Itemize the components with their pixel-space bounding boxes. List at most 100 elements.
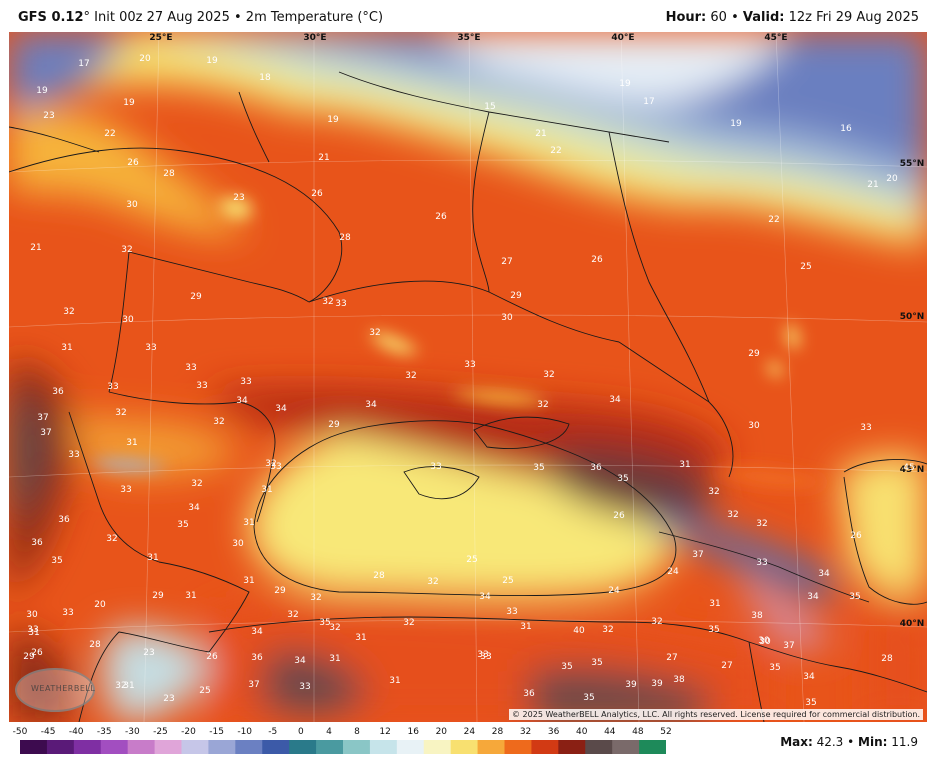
temperature-value: 34 <box>251 627 263 637</box>
temperature-value: 35 <box>319 618 330 628</box>
temperature-value: 25 <box>800 262 811 272</box>
temperature-value: 31 <box>329 654 340 664</box>
temperature-value: 33 <box>477 650 488 660</box>
colorbar-labels: -50 -45 -40 -35 -30 -25 -20 -15 -10 -5 0 4 8 12 16 20 24… <box>13 727 672 739</box>
temperature-value: 33 <box>860 423 871 433</box>
colorbar-tick-label: 16 <box>407 727 419 737</box>
temperature-value: 29 <box>152 591 164 601</box>
temperature-value: 32 <box>115 408 126 418</box>
longitude-label: 40°E <box>611 33 634 43</box>
temperature-value: 32 <box>287 610 298 620</box>
colorbar-swatch <box>531 740 559 754</box>
temperature-value: 28 <box>881 654 893 664</box>
temperature-value: 32 <box>602 625 613 635</box>
colorbar-swatch <box>316 740 344 754</box>
colorbar-tick-label: -40 <box>68 727 84 737</box>
temperature-value: 33 <box>120 485 131 495</box>
temperature-value: 29 <box>748 349 760 359</box>
colorbar-tick-label: 0 <box>297 727 304 737</box>
temperature-value: 32 <box>322 297 333 307</box>
latitude-label: 45°N <box>900 465 925 475</box>
temperature-value: 34 <box>479 592 491 602</box>
temperature-value: 22 <box>104 129 115 139</box>
temperature-value: 26 <box>311 189 323 199</box>
degree-sign: ° <box>83 10 91 25</box>
colorbar-tick-label: 40 <box>576 727 588 737</box>
colorbar-tick-label: -30 <box>124 727 140 737</box>
temperature-value: 23 <box>233 193 244 203</box>
temperature-value: 27 <box>666 653 677 663</box>
temperature-value: 32 <box>121 245 132 255</box>
temperature-value: 32 <box>403 618 414 628</box>
latitude-label: 55°N <box>900 159 925 169</box>
temperature-value: 28 <box>163 169 175 179</box>
colorbar-swatch <box>46 740 75 754</box>
colorbar-tick-label: 4 <box>326 727 332 737</box>
colorbar-swatch <box>477 740 505 754</box>
temperature-value: 31 <box>520 622 531 632</box>
borders <box>9 71 927 722</box>
temperature-value: 36 <box>523 689 535 699</box>
temperature-value: 35 <box>533 463 544 473</box>
colorbar-swatch <box>208 740 236 754</box>
temperature-value: 26 <box>850 531 862 541</box>
temperature-value: 17 <box>643 97 654 107</box>
temperature-value: 30 <box>232 539 244 549</box>
colorbar-swatch <box>612 740 640 754</box>
temperature-value: 31 <box>28 628 39 638</box>
temperature-value: 30 <box>26 610 38 620</box>
colorbar-tick-label: 48 <box>632 727 644 737</box>
temperature-value: 30 <box>748 421 760 431</box>
temperature-value: 35 <box>805 698 816 708</box>
colorbar-swatch <box>343 740 371 754</box>
temperature-value: 33 <box>506 607 517 617</box>
colorbar-swatch <box>181 740 209 754</box>
temperature-value: 20 <box>886 174 898 184</box>
colorbar-tick-label: -45 <box>40 727 56 737</box>
temperature-value: 39 <box>625 680 637 690</box>
temperature-value: 32 <box>708 487 719 497</box>
temperature-value: 32 <box>63 307 74 317</box>
temperature-value: 31 <box>355 633 366 643</box>
colorbar-tick-label: 20 <box>435 727 448 737</box>
temperature-value: 30 <box>501 313 513 323</box>
temperature-value: 32 <box>115 681 126 691</box>
temperature-value: 32 <box>543 370 554 380</box>
temperature-value: 18 <box>259 73 271 83</box>
colorbar <box>20 740 666 754</box>
temperature-value: 37 <box>692 550 703 560</box>
colorbar-tick-label: 8 <box>354 727 360 737</box>
temperature-value: 23 <box>43 111 54 121</box>
temperature-value: 27 <box>721 661 732 671</box>
temperature-value: 33 <box>185 363 196 373</box>
temperature-value: 30 <box>759 637 771 647</box>
temperature-value: 31 <box>243 518 254 528</box>
temperature-value: 15 <box>484 102 495 112</box>
colorbar-tick-label: -50 <box>12 727 28 737</box>
colorbar-tick-label: 24 <box>463 727 476 737</box>
temperature-value: 23 <box>163 694 174 704</box>
temperature-value: 34 <box>365 400 377 410</box>
temperature-value: 33 <box>480 652 491 662</box>
colorbar-tick-label: -20 <box>181 727 196 737</box>
temperature-value: 30 <box>126 200 138 210</box>
colorbar-tick-label: 52 <box>660 727 672 737</box>
latitude-label: 40°N <box>900 619 925 629</box>
colorbar-swatch <box>154 740 182 754</box>
temperature-value: 19 <box>36 86 48 96</box>
copyright-notice: © 2025 WeatherBELL Analytics, LLC. All r… <box>509 709 923 720</box>
temperature-value: 31 <box>261 485 272 495</box>
model-name: GFS 0.12 <box>18 10 84 25</box>
temperature-value: 31 <box>709 599 720 609</box>
temperature-value: 24 <box>608 586 620 596</box>
temperature-value: 21 <box>30 243 41 253</box>
temperature-value: 33 <box>107 382 118 392</box>
temperature-value: 37 <box>40 428 51 438</box>
temperature-value: 35 <box>591 658 602 668</box>
colorbar-swatch <box>262 740 290 754</box>
temperature-value: 29 <box>23 652 35 662</box>
colorbar-swatch <box>235 740 263 754</box>
max-min-separator: • <box>847 735 855 749</box>
field-name: 2m Temperature (°C) <box>245 10 384 25</box>
temperature-value: 33 <box>145 343 156 353</box>
